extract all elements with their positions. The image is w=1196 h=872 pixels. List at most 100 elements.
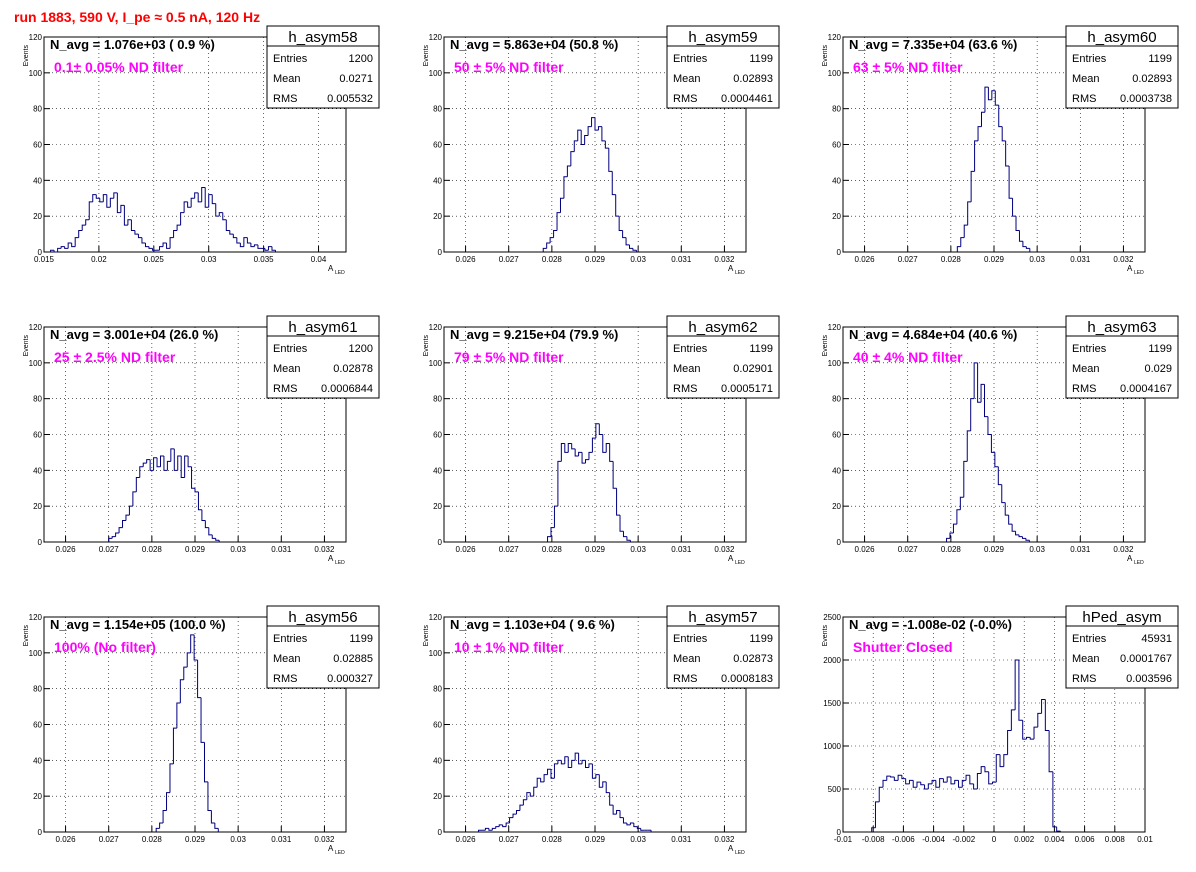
x-axis-title: A xyxy=(328,554,334,563)
histogram-bin xyxy=(912,780,917,788)
y-tick-label: 40 xyxy=(33,466,42,475)
stat-value: 0.0006844 xyxy=(321,383,373,395)
y-tick-label: 120 xyxy=(29,323,43,332)
histogram-bin xyxy=(916,781,921,788)
y-tick-label: 40 xyxy=(433,176,442,185)
histogram-bin xyxy=(130,219,135,231)
histogram-bin xyxy=(549,237,554,244)
stat-label: RMS xyxy=(273,93,297,105)
histogram-bin xyxy=(567,442,572,453)
histogram-bin xyxy=(956,246,961,252)
n-avg-annotation: N_avg = -1.008e-02 (-0.0%) xyxy=(849,617,1012,632)
y-tick-label: 20 xyxy=(33,212,42,221)
histogram-bin xyxy=(92,194,97,202)
histogram-bin xyxy=(942,778,948,783)
stats-box xyxy=(666,605,780,689)
histogram-bin xyxy=(211,194,216,205)
histogram-name: h_asym59 xyxy=(688,29,757,46)
histogram-bin xyxy=(204,520,209,529)
x-tick-label: 0.03 xyxy=(230,545,246,554)
x-tick-label: 0.027 xyxy=(499,835,520,844)
histogram-bin xyxy=(543,774,548,782)
y-tick-label: 60 xyxy=(832,141,841,150)
stat-value: 1199 xyxy=(749,343,773,355)
histogram-bin xyxy=(998,105,1003,128)
histogram-bin xyxy=(1001,484,1006,504)
histogram-bin xyxy=(980,766,985,774)
histogram-bin xyxy=(176,702,181,729)
histogram-bin xyxy=(210,810,215,824)
histogram-bin xyxy=(959,496,964,510)
histogram-bin xyxy=(113,192,118,199)
stat-label: Mean xyxy=(273,363,301,375)
histogram-bin xyxy=(257,244,262,249)
histogram-bin xyxy=(222,212,227,221)
histogram-bin xyxy=(547,536,551,542)
histogram-bin xyxy=(250,243,255,248)
stat-label: RMS xyxy=(673,673,697,685)
x-tick-label: 0.026 xyxy=(456,545,477,554)
stat-value: 0.005532 xyxy=(327,93,373,105)
histogram-bin xyxy=(597,126,602,131)
histogram-bin xyxy=(987,87,992,101)
histogram-bin xyxy=(963,460,968,498)
histogram-bin xyxy=(557,460,562,507)
stat-value: 1200 xyxy=(349,343,373,355)
y-tick-label: 0 xyxy=(438,538,443,547)
histogram-bin xyxy=(180,456,185,478)
histogram-bin xyxy=(591,763,596,779)
n-avg-annotation: N_avg = 9.215e+04 (79.9 %) xyxy=(450,327,618,342)
y-tick-label: 100 xyxy=(828,359,842,368)
histogram-bin xyxy=(605,442,610,453)
x-axis-title-subscript: LED xyxy=(335,850,345,856)
x-tick-label: 0.032 xyxy=(314,545,335,554)
stat-label: Entries xyxy=(673,53,708,65)
stat-label: Mean xyxy=(1072,653,1100,665)
x-tick-label: 0.031 xyxy=(271,545,292,554)
stats-box xyxy=(266,315,380,399)
histogram-bin xyxy=(967,201,972,226)
y-tick-label: 80 xyxy=(33,685,42,694)
histogram-bin xyxy=(1005,140,1010,167)
stat-label: Mean xyxy=(273,653,301,665)
histogram-bin xyxy=(1008,166,1013,199)
x-tick-label: 0.025 xyxy=(144,255,165,264)
x-tick-label: 0.027 xyxy=(898,545,919,554)
x-tick-label: 0.026 xyxy=(56,545,77,554)
histogram-bin xyxy=(183,201,188,213)
histogram-bin xyxy=(550,769,555,779)
histogram-bin xyxy=(1012,198,1016,217)
stat-value: 0.003596 xyxy=(1126,673,1172,685)
histogram-bin xyxy=(253,244,258,247)
histogram-name: h_asym63 xyxy=(1087,319,1156,336)
histogram-bin xyxy=(1001,126,1006,142)
histogram-bin xyxy=(987,416,992,435)
y-tick-label: 40 xyxy=(433,466,442,475)
histogram-bin xyxy=(1018,230,1023,242)
stat-label: RMS xyxy=(673,383,697,395)
histogram-bin xyxy=(71,243,76,248)
n-avg-annotation: N_avg = 1.103e+04 ( 9.6 %) xyxy=(450,617,615,632)
x-tick-label: 0.027 xyxy=(99,835,120,844)
histogram-bin xyxy=(505,822,510,827)
histogram-bin xyxy=(502,824,507,828)
histogram-bin xyxy=(609,792,614,806)
histogram-bin xyxy=(193,634,198,661)
x-tick-label: 0.027 xyxy=(898,255,919,264)
filter-annotation: 100% (No filter) xyxy=(54,639,156,655)
y-tick-label: 0 xyxy=(38,248,43,257)
filter-annotation: 0.1± 0.05% ND filter xyxy=(54,59,184,75)
histogram-bin xyxy=(162,810,167,824)
y-tick-label: 60 xyxy=(33,721,42,730)
x-axis-title-subscript: LED xyxy=(335,560,345,566)
x-tick-label: 0.028 xyxy=(542,835,563,844)
y-tick-label: 80 xyxy=(832,105,841,114)
histogram-bin xyxy=(1044,699,1050,732)
y-tick-label: 20 xyxy=(33,502,42,511)
x-tick-label: 0.032 xyxy=(714,545,735,554)
histogram-bin xyxy=(78,230,83,238)
y-axis-title: Events xyxy=(23,625,30,647)
histogram-bin xyxy=(874,801,880,828)
filter-annotation: 25 ± 2.5% ND filter xyxy=(54,349,176,365)
x-tick-label: 0.026 xyxy=(56,835,77,844)
